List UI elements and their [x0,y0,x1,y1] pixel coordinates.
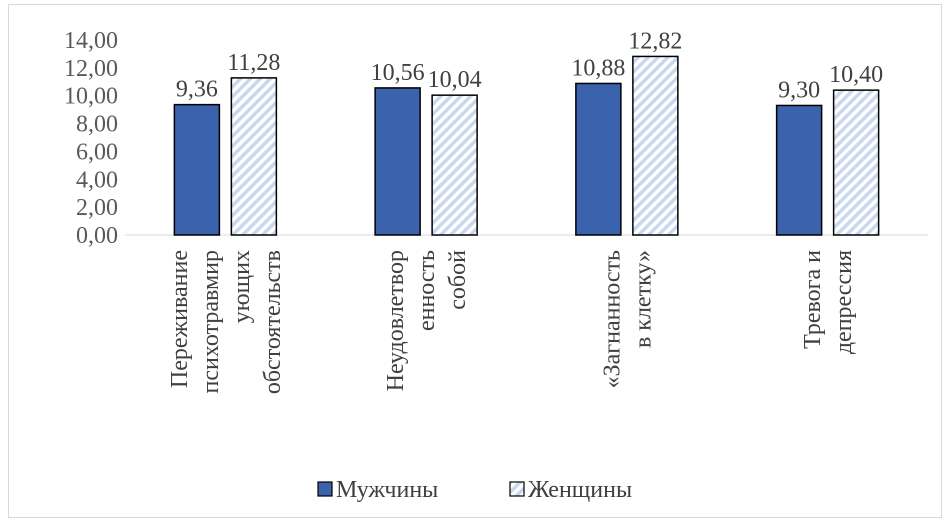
bar-women [832,89,880,236]
legend-swatch-women [509,481,525,497]
chart-frame [8,4,942,518]
y-tick-label: 4,00 [76,167,118,193]
legend: Мужчины Женщины [317,477,632,503]
data-label: 10,56 [371,60,425,86]
category-label-line: Неудовлетвор [383,250,409,391]
category-labels: Переживание психотравмир ующих обстоятельст… [167,250,857,394]
data-label: 9,36 [176,77,218,103]
legend-label-women: Женщины [528,477,632,503]
category-label-line: енность [414,250,440,331]
bar-men [374,87,421,236]
category-label-line: обстоятельств [260,250,286,394]
bar-women [230,77,278,236]
category-label-line: психотравмир [198,250,224,394]
y-tick-label: 10,00 [64,84,118,110]
category-label-line: ующих [229,250,255,323]
category-label-line: в клетку» [630,250,656,348]
data-label: 10,04 [428,67,482,93]
data-label: 10,40 [829,62,883,88]
data-label: 11,28 [227,50,280,76]
bar-women [632,55,679,236]
data-label: 9,30 [778,77,820,103]
y-tick-label: 12,00 [64,56,118,82]
bar-men [775,104,823,236]
bars [173,55,880,236]
category-label-line: «Загнанность [599,250,625,388]
y-tick-label: 0,00 [76,223,118,249]
y-tick-label: 6,00 [76,139,118,165]
legend-swatch-men [317,481,333,497]
legend-label-men: Мужчины [336,477,438,503]
data-label: 12,82 [628,28,682,54]
category-label-line: Переживание [167,250,193,388]
bar-women [431,94,478,236]
category-label-line: депрессия [831,250,857,354]
bar-men [575,82,622,236]
y-tick-label: 2,00 [76,195,118,221]
category-label-line: собой [445,250,471,310]
data-label: 10,88 [571,55,625,81]
y-tick-label: 14,00 [64,28,118,54]
y-tick-label: 8,00 [76,112,118,138]
bar-men [173,103,221,236]
category-label-line: Тревога и [800,250,826,349]
